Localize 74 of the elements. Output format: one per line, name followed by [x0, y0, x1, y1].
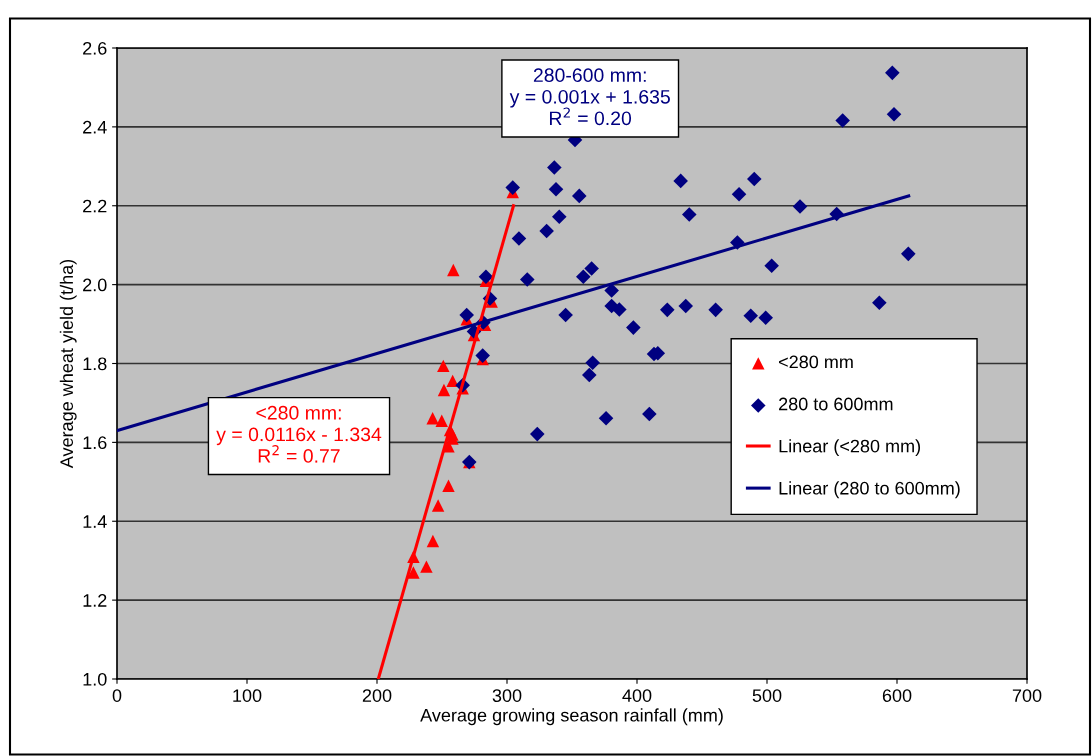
x-tick-label: 600: [882, 689, 912, 702]
x-tick-label: 100: [233, 689, 262, 702]
annotation: <280 mm: y = 0.0116x - 1.334 R$^{2}$ = 0.77: [216, 405, 382, 463]
point: [446, 374, 459, 388]
point: [731, 187, 747, 202]
point: [530, 426, 545, 442]
point: [437, 383, 451, 397]
legend-label: <280 mm: [779, 355, 853, 369]
point: [447, 263, 460, 277]
point: [572, 188, 587, 204]
point: [511, 231, 527, 246]
point: [792, 199, 808, 214]
point: [901, 246, 916, 262]
point: [584, 261, 599, 276]
y-tick-label: 2.0: [83, 278, 107, 292]
x-axis-title: Average growing season rainfall (mm): [420, 708, 723, 726]
point: [598, 411, 614, 426]
point: [746, 171, 762, 187]
point: [626, 320, 641, 335]
annotation: 280-600 mm: y = 0.001x + 1.635 R$^{2}$ = 0.20: [509, 68, 670, 126]
point: [681, 207, 697, 222]
y-tick-label: 2.4: [83, 120, 107, 134]
x-tick-label: 200: [362, 689, 392, 702]
y-tick-label: 1.8: [83, 357, 107, 371]
point: [612, 302, 627, 317]
point: [505, 180, 520, 195]
point: [478, 269, 494, 285]
legend-label: 280 to 600mm: [779, 397, 893, 411]
point: [407, 566, 420, 579]
legend-label: Linear (280 to 600mm): [779, 481, 960, 499]
point: [642, 406, 657, 422]
point: [886, 106, 902, 122]
point: [576, 269, 591, 285]
y-tick-label: 1.0: [83, 672, 107, 686]
point: [420, 560, 433, 573]
x-tick-label: 500: [752, 689, 782, 702]
point: [437, 359, 450, 373]
point: [872, 295, 887, 311]
point: [520, 272, 535, 287]
point: [835, 113, 850, 128]
y-tick-label: 1.4: [83, 515, 107, 528]
y-tick-label: 1.2: [83, 594, 107, 607]
point: [426, 534, 440, 548]
point: [435, 414, 448, 427]
point: [885, 65, 900, 81]
y-tick-label: 2.2: [83, 199, 107, 213]
point: [431, 499, 445, 512]
point: [582, 367, 597, 383]
x-tick-label: 400: [622, 689, 652, 702]
point: [678, 298, 694, 314]
point: [764, 258, 779, 273]
point: [539, 223, 554, 239]
point: [673, 173, 688, 189]
x-tick-label: 700: [1012, 689, 1042, 702]
point: [426, 412, 439, 425]
point: [551, 209, 567, 225]
x-tick-label: 300: [492, 689, 522, 702]
point: [475, 348, 490, 363]
y-axis-title: Average wheat yield (t/ha): [59, 259, 77, 469]
point: [660, 302, 675, 318]
point: [547, 160, 562, 175]
point: [585, 355, 600, 370]
point: [708, 302, 723, 318]
point: [758, 310, 773, 326]
x-tick-label: 0: [112, 689, 122, 702]
legend-label: Linear (<280 mm): [779, 439, 921, 457]
point: [459, 307, 474, 323]
y-tick-label: 1.6: [83, 436, 107, 450]
point: [743, 308, 759, 324]
point: [442, 479, 455, 492]
point: [548, 181, 564, 197]
point: [558, 307, 573, 323]
point: [604, 283, 619, 298]
y-tick-label: 2.6: [83, 41, 107, 55]
